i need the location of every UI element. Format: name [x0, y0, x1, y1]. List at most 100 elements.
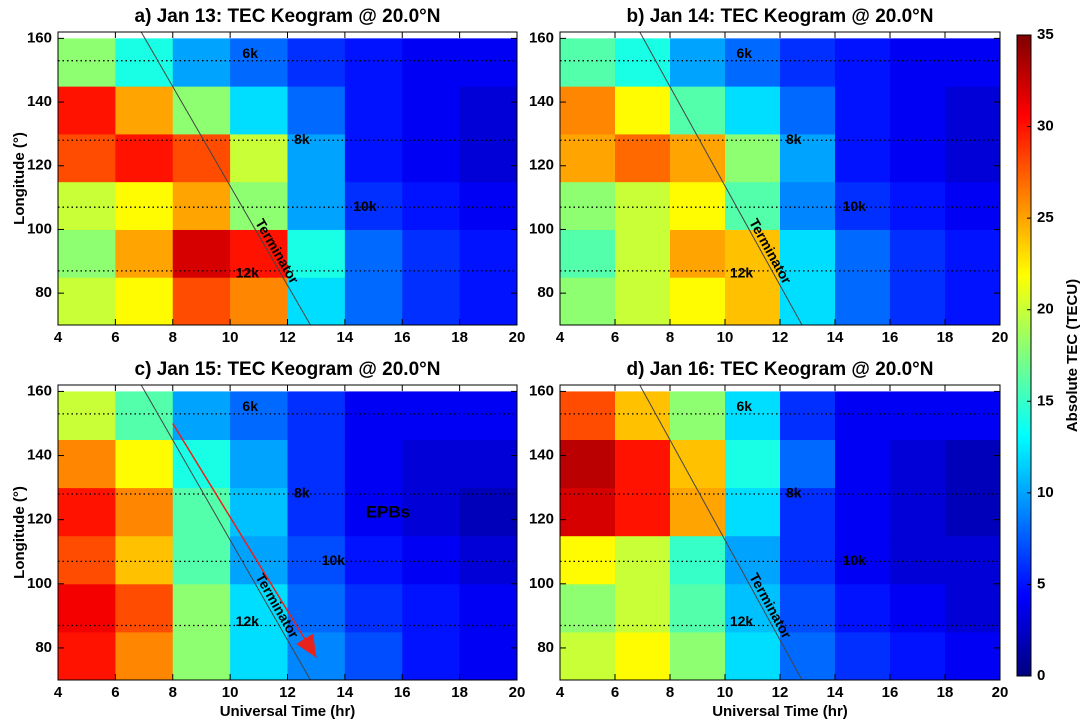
heat-cell: [115, 229, 174, 278]
heat-cell: [344, 535, 403, 585]
y-tick-label: 160: [529, 382, 554, 399]
heat-cell: [835, 181, 891, 230]
x-tick-label: 14: [827, 684, 844, 701]
annotation: 10k: [322, 552, 346, 568]
heat-cell: [780, 229, 836, 278]
y-tick-label: 140: [529, 447, 554, 464]
heat-cell: [890, 631, 946, 680]
heat-cell: [402, 181, 461, 230]
y-tick-label: 140: [27, 447, 52, 464]
heat-cell: [459, 487, 517, 537]
heat-cell: [172, 133, 231, 183]
x-tick-label: 6: [611, 684, 619, 701]
heat-cell: [172, 535, 231, 585]
annotation: 12k: [730, 265, 754, 281]
x-tick-label: 4: [556, 329, 565, 346]
heat-cell: [945, 391, 1000, 441]
y-tick-label: 80: [537, 639, 554, 656]
heat-cell: [780, 439, 836, 489]
x-tick-label: 14: [337, 684, 354, 701]
heat-cell: [172, 229, 231, 278]
heat-cell: [58, 277, 116, 325]
y-tick-label: 100: [529, 575, 554, 592]
heat-cell: [560, 181, 616, 230]
terminator-line: [639, 385, 803, 680]
heat-cell: [835, 487, 891, 537]
arrow-head: [296, 633, 317, 658]
x-tick-label: 6: [611, 329, 619, 346]
heat-cell: [835, 229, 891, 278]
heat-cell: [402, 487, 461, 537]
heat-cell: [670, 439, 726, 489]
heat-cell: [835, 86, 891, 135]
colorbar-tick-label: 5: [1037, 575, 1045, 592]
heat-cell: [115, 487, 174, 537]
x-tick-label: 18: [451, 684, 468, 701]
annotation: 6k: [242, 398, 258, 414]
colorbar-label: Absolute TEC (TECU): [1064, 279, 1081, 432]
heat-cell: [344, 86, 403, 135]
y-tick-label: 120: [529, 511, 554, 528]
x-tick-label: 12: [772, 684, 789, 701]
heat-cell: [287, 391, 346, 441]
heat-cell: [780, 391, 836, 441]
heat-cell: [835, 277, 891, 325]
y-tick-label: 120: [529, 157, 554, 174]
heat-cell: [780, 133, 836, 183]
heat-cell: [725, 487, 781, 537]
heat-cell: [172, 38, 231, 87]
heat-cell: [402, 535, 461, 585]
chart-title: a) Jan 13: TEC Keogram @ 20.0°N: [135, 6, 441, 27]
annotation: 6k: [242, 45, 258, 61]
heat-cell: [459, 583, 517, 633]
heat-cell: [115, 439, 174, 489]
heat-cell: [725, 535, 781, 585]
heat-cell: [780, 583, 836, 633]
heat-cell: [945, 487, 1000, 537]
heat-cell: [459, 631, 517, 680]
chart-title: d) Jan 16: TEC Keogram @ 20.0°N: [627, 359, 934, 380]
heat-cell: [560, 487, 616, 537]
heat-cell: [725, 439, 781, 489]
heat-cell: [344, 631, 403, 680]
y-tick-label: 140: [27, 93, 52, 110]
heat-cell: [890, 391, 946, 441]
y-tick-label: 160: [27, 29, 52, 46]
annotation: 10k: [843, 552, 867, 568]
heat-cell: [945, 277, 1000, 325]
heat-cell: [890, 535, 946, 585]
heat-cell: [780, 181, 836, 230]
heat-cell: [115, 38, 174, 87]
annotation: 8k: [294, 131, 310, 147]
heat-cell: [115, 133, 174, 183]
x-tick-label: 6: [111, 329, 119, 346]
y-tick-label: 100: [27, 220, 52, 237]
heat-cell: [670, 86, 726, 135]
x-tick-label: 10: [717, 684, 734, 701]
heat-cell: [402, 439, 461, 489]
x-tick-label: 18: [937, 329, 954, 346]
terminator-line: [140, 32, 311, 325]
heat-cell: [670, 487, 726, 537]
x-tick-label: 18: [451, 329, 468, 346]
heat-cell: [459, 229, 517, 278]
heat-cell: [560, 439, 616, 489]
heat-cell: [459, 86, 517, 135]
heat-cell: [670, 391, 726, 441]
heat-cell: [560, 583, 616, 633]
heat-cell: [230, 439, 288, 489]
annotation: 6k: [736, 398, 752, 414]
heat-cell: [230, 133, 288, 183]
heat-cell: [459, 535, 517, 585]
heat-cell: [670, 631, 726, 680]
y-tick-label: 160: [27, 382, 52, 399]
heat-cell: [725, 631, 781, 680]
y-tick-label: 100: [27, 575, 52, 592]
heat-cell: [615, 86, 671, 135]
heat-cell: [230, 181, 288, 230]
terminator-line: [639, 32, 803, 325]
heat-cell: [287, 631, 346, 680]
heat-cell: [402, 86, 461, 135]
heat-cell: [615, 181, 671, 230]
